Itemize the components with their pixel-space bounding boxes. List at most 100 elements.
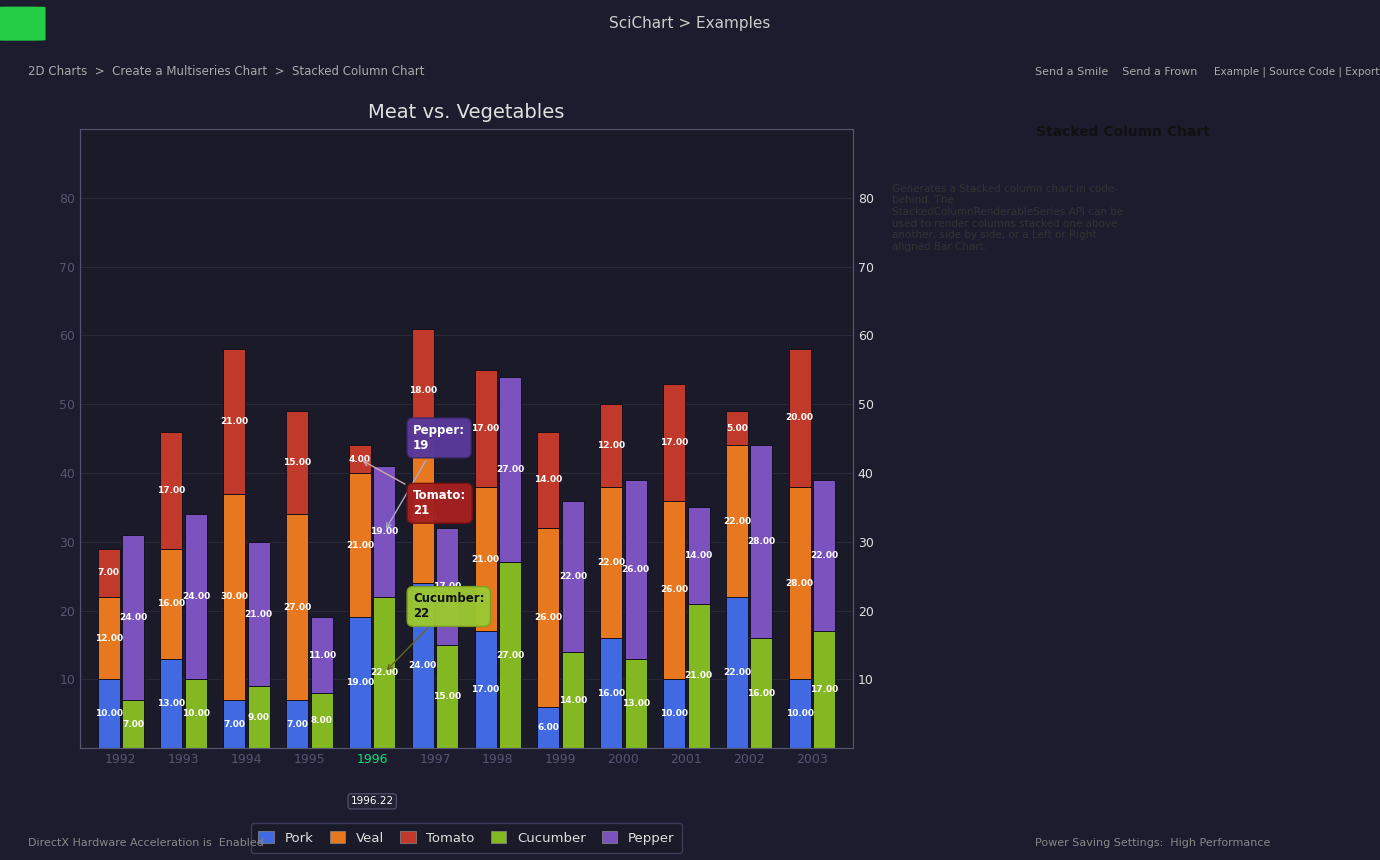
Text: 26.00: 26.00	[660, 586, 689, 594]
Text: DirectX Hardware Acceleration is  Enabled: DirectX Hardware Acceleration is Enabled	[28, 838, 264, 848]
Text: 19.00: 19.00	[408, 513, 437, 522]
Bar	[625, 480, 647, 659]
Text: 10.00: 10.00	[660, 710, 689, 718]
Text: Tomato:
21: Tomato: 21	[364, 461, 466, 517]
Text: 6.00: 6.00	[537, 723, 559, 732]
Text: 21.00: 21.00	[221, 417, 248, 426]
Bar	[813, 480, 835, 631]
Text: 17.00: 17.00	[810, 685, 839, 694]
Bar	[185, 679, 207, 748]
Text: 16.00: 16.00	[157, 599, 185, 608]
Text: 21.00: 21.00	[244, 610, 273, 618]
Text: 15.00: 15.00	[433, 692, 461, 701]
Text: 20.00: 20.00	[785, 414, 814, 422]
Text: 16.00: 16.00	[598, 689, 625, 697]
Bar	[123, 535, 144, 700]
Bar	[537, 707, 559, 748]
Text: 16.00: 16.00	[748, 689, 776, 697]
Bar	[537, 432, 559, 528]
Bar	[789, 349, 810, 487]
Bar	[411, 329, 433, 452]
Bar	[310, 617, 333, 693]
Bar	[500, 562, 522, 748]
Bar	[185, 514, 207, 679]
Text: 8.00: 8.00	[310, 716, 333, 725]
Bar	[687, 604, 709, 748]
Text: 10.00: 10.00	[95, 710, 123, 718]
Text: 22.00: 22.00	[598, 558, 625, 567]
Bar	[248, 686, 269, 748]
Bar	[286, 411, 308, 514]
Text: Stacked Column Chart: Stacked Column Chart	[1036, 126, 1210, 139]
FancyBboxPatch shape	[0, 7, 46, 40]
Text: 17.00: 17.00	[433, 582, 461, 591]
Text: Cucumber:
22: Cucumber: 22	[388, 593, 484, 669]
Bar	[726, 445, 748, 597]
Text: 17.00: 17.00	[157, 486, 185, 494]
Text: 1996.22: 1996.22	[351, 796, 393, 807]
Text: 21.00: 21.00	[684, 672, 712, 680]
Text: 10.00: 10.00	[182, 710, 210, 718]
Bar	[562, 652, 584, 748]
Bar	[562, 501, 584, 652]
Bar	[475, 487, 497, 631]
Bar	[751, 445, 773, 638]
Text: 21.00: 21.00	[472, 555, 500, 563]
Text: 24.00: 24.00	[119, 613, 148, 622]
Text: 14.00: 14.00	[534, 476, 563, 484]
Text: 7.00: 7.00	[123, 720, 144, 728]
Bar	[224, 700, 246, 748]
Bar	[98, 597, 120, 679]
Text: SciChart > Examples: SciChart > Examples	[610, 16, 770, 31]
Bar	[687, 507, 709, 604]
Text: 7.00: 7.00	[224, 720, 246, 728]
Text: 18.00: 18.00	[408, 386, 437, 395]
Bar	[224, 494, 246, 700]
Text: 22.00: 22.00	[370, 668, 399, 677]
Bar	[789, 679, 810, 748]
Text: 27.00: 27.00	[495, 465, 524, 474]
Text: Generates a Stacked column chart in code-
behind. The
StackedColumnRenderableSer: Generates a Stacked column chart in code…	[893, 184, 1123, 252]
Bar	[411, 583, 433, 748]
Text: 22.00: 22.00	[559, 572, 586, 580]
Text: 24.00: 24.00	[408, 661, 437, 670]
Bar	[600, 404, 622, 487]
Bar	[726, 411, 748, 445]
Text: Example | Source Code | Export Solution | Info: Example | Source Code | Export Solution …	[1214, 66, 1380, 77]
Bar	[160, 432, 182, 549]
Text: 26.00: 26.00	[622, 565, 650, 574]
Bar	[98, 679, 120, 748]
Text: 11.00: 11.00	[308, 651, 335, 660]
Bar	[160, 659, 182, 748]
Bar	[726, 597, 748, 748]
Bar	[664, 384, 684, 501]
Text: 17.00: 17.00	[660, 438, 689, 446]
Text: 14.00: 14.00	[684, 551, 712, 560]
Text: 22.00: 22.00	[810, 551, 838, 560]
Text: 4.00: 4.00	[349, 455, 371, 464]
Bar	[751, 638, 773, 748]
Text: 7.00: 7.00	[98, 568, 120, 577]
Title: Meat vs. Vegetables: Meat vs. Vegetables	[368, 103, 564, 122]
Bar	[349, 473, 371, 617]
Bar	[98, 549, 120, 597]
Bar	[374, 466, 396, 597]
Text: Pepper:
19: Pepper: 19	[386, 424, 465, 528]
Bar	[286, 700, 308, 748]
Bar	[123, 700, 144, 748]
Text: 19.00: 19.00	[346, 679, 374, 687]
Text: 28.00: 28.00	[748, 538, 776, 546]
Bar	[600, 487, 622, 638]
Text: 14.00: 14.00	[559, 696, 586, 704]
Text: 2D Charts  >  Create a Multiseries Chart  >  Stacked Column Chart: 2D Charts > Create a Multiseries Chart >…	[28, 65, 424, 78]
Bar	[160, 549, 182, 659]
Bar	[625, 659, 647, 748]
Bar	[789, 487, 810, 679]
Bar	[349, 617, 371, 748]
Bar	[436, 528, 458, 645]
Text: 24.00: 24.00	[182, 593, 210, 601]
Bar	[224, 349, 246, 494]
Bar	[813, 631, 835, 748]
Text: 13.00: 13.00	[622, 699, 650, 708]
Bar	[286, 514, 308, 700]
